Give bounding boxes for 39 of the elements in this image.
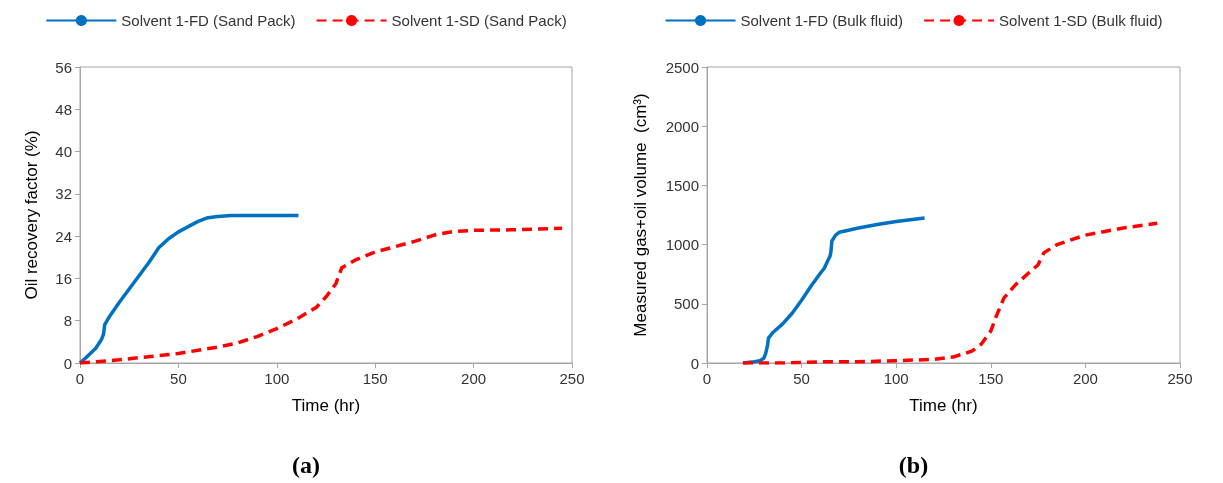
y-tick-label: 500 <box>673 295 699 313</box>
text: (a) <box>292 452 320 478</box>
x-axis-title: Time (hr) <box>291 396 361 415</box>
y-tick-label: 8 <box>63 312 72 330</box>
y-tick-label: 2000 <box>665 117 699 135</box>
line-series <box>78 226 564 365</box>
y-tick-label: 0 <box>690 354 699 372</box>
x-tick-label: 0 <box>702 370 712 387</box>
x-tick-label: 100 <box>264 370 290 387</box>
legend-label: Solvent 1-SD (Sand Pack) <box>391 12 567 29</box>
legend-label: Solvent 1-FD (Sand Pack) <box>121 12 296 29</box>
y-tick-label: 48 <box>55 100 72 118</box>
x-tick-label: 200 <box>1072 370 1098 387</box>
x-tick-label: 250 <box>1167 370 1193 387</box>
line-series <box>741 221 1160 365</box>
line-series <box>78 213 301 365</box>
x-tick-label: 150 <box>978 370 1004 387</box>
y-tick-label: 1500 <box>665 176 699 194</box>
y-tick-label: 40 <box>55 143 72 161</box>
legend-label: Solvent 1-SD (Bulk fluid) <box>999 12 1163 29</box>
x-tick-label: 150 <box>362 370 388 387</box>
x-tick-label: 100 <box>883 370 909 387</box>
legend-label: Solvent 1-FD (Bulk fluid) <box>740 12 904 29</box>
y-tick-label: 32 <box>55 185 72 203</box>
text: (b) <box>898 452 929 478</box>
y-tick-label: 16 <box>55 269 72 287</box>
x-tick-label: 200 <box>461 370 487 387</box>
x-tick-label: 0 <box>75 370 85 387</box>
x-axis-title: Time (hr) <box>909 396 978 415</box>
y-tick-label: 1000 <box>665 236 699 254</box>
x-tick-label: 250 <box>559 370 585 387</box>
x-tick-label: 50 <box>170 370 187 387</box>
y-tick-label: 24 <box>55 227 72 245</box>
y-tick-label: 0 <box>63 354 72 372</box>
y-tick-label: 2500 <box>665 58 699 76</box>
y-axis-title: Oil recovery factor (%) <box>22 130 41 300</box>
y-tick-label: 56 <box>55 58 72 76</box>
x-tick-label: 50 <box>793 370 810 387</box>
y-axis-title: Measured gas+oil volume (cm³) <box>631 93 650 337</box>
